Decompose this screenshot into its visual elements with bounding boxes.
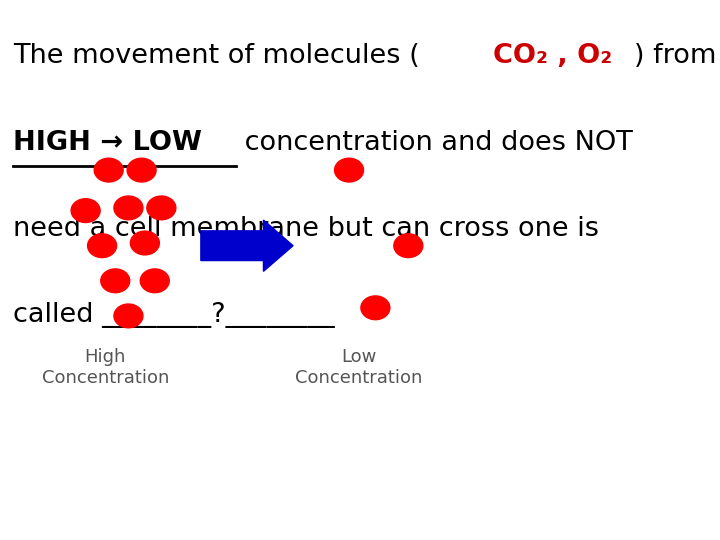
- Circle shape: [94, 158, 123, 182]
- Circle shape: [361, 296, 390, 320]
- Text: Low
Concentration: Low Concentration: [295, 348, 423, 387]
- Circle shape: [147, 196, 176, 220]
- Text: High
Concentration: High Concentration: [42, 348, 169, 387]
- Circle shape: [140, 269, 169, 293]
- FancyArrow shape: [201, 220, 293, 271]
- Circle shape: [394, 234, 423, 258]
- Circle shape: [101, 269, 130, 293]
- Text: HIGH → LOW: HIGH → LOW: [13, 130, 202, 156]
- Circle shape: [88, 234, 117, 258]
- Text: The movement of molecules (: The movement of molecules (: [13, 43, 420, 69]
- Circle shape: [114, 304, 143, 328]
- Circle shape: [130, 231, 159, 255]
- Text: called ________?________: called ________?________: [13, 302, 335, 328]
- Text: ) from: ) from: [634, 43, 716, 69]
- Circle shape: [335, 158, 364, 182]
- Circle shape: [114, 196, 143, 220]
- Text: need a cell membrane but can cross one is: need a cell membrane but can cross one i…: [13, 216, 599, 242]
- Circle shape: [127, 158, 156, 182]
- Text: concentration and does NOT: concentration and does NOT: [236, 130, 633, 156]
- Text: CO₂ , O₂: CO₂ , O₂: [493, 43, 613, 69]
- Circle shape: [71, 199, 100, 222]
